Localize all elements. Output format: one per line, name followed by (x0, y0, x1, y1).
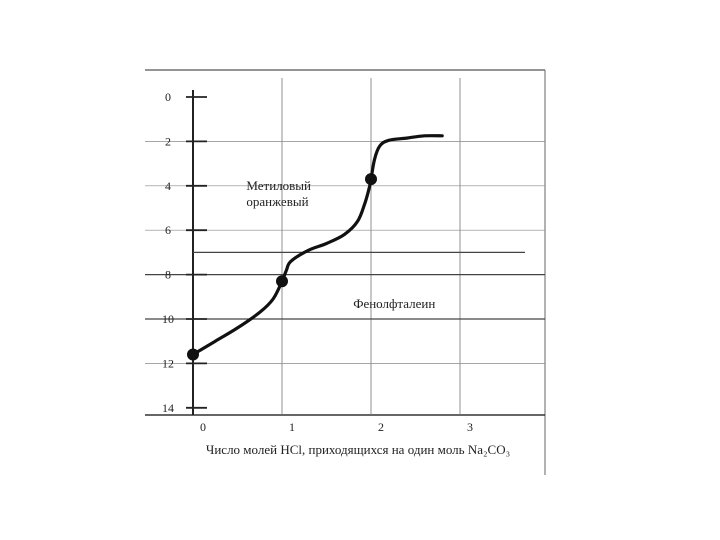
annotations: Метиловый оранжевый Фенолфталеин (246, 178, 435, 311)
plot-frame (145, 69, 546, 475)
titration-curve (191, 134, 444, 357)
annotation-line: Метиловый (246, 178, 311, 193)
x-axis: 0 1 2 3 (200, 420, 473, 434)
x-tick-label: 1 (289, 420, 295, 434)
y-tick-label: 0 (165, 90, 171, 104)
x-axis-label: Число молей HCl, приходящихся на один мо… (206, 442, 510, 457)
y-tick-label: 2 (165, 134, 171, 148)
annotation-line: оранжевый (246, 194, 308, 209)
y-tick-label: 14 (162, 401, 174, 415)
data-point (187, 348, 199, 361)
y-tick-label: 8 (165, 268, 171, 282)
indicator-annotation: Фенолфталеин (353, 296, 435, 311)
indicator-annotation: Метиловый оранжевый (246, 178, 311, 209)
y-tick-label: 6 (165, 223, 171, 237)
grid-lines (145, 78, 545, 415)
series-layer (191, 134, 444, 357)
y-axis: 0 2 4 6 8 10 12 14 (162, 90, 207, 415)
x-tick-label: 0 (200, 420, 206, 434)
annotation-line: Фенолфталеин (353, 296, 435, 311)
y-tick-label: 12 (162, 356, 174, 370)
x-tick-label: 3 (467, 420, 473, 434)
marker-layer (187, 173, 377, 361)
y-tick-label: 4 (165, 179, 171, 193)
data-point (365, 173, 377, 186)
data-point (276, 275, 288, 288)
y-tick-label: 10 (162, 312, 174, 326)
x-tick-label: 2 (378, 420, 384, 434)
